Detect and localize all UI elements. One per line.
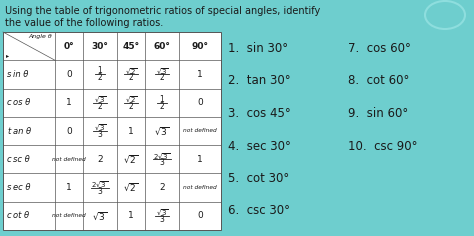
Text: $\sqrt{3}$: $\sqrt{3}$ [155, 207, 168, 217]
Text: 45°: 45° [122, 42, 139, 51]
Text: $\sqrt{2}$: $\sqrt{2}$ [125, 66, 137, 76]
Text: 1: 1 [128, 126, 134, 135]
Text: 2: 2 [98, 73, 102, 82]
Text: s: s [7, 70, 11, 79]
Text: Angle θ: Angle θ [28, 34, 52, 39]
Text: 3: 3 [160, 215, 164, 224]
Text: 2: 2 [160, 102, 164, 111]
Text: $\sqrt{3}$: $\sqrt{3}$ [92, 210, 108, 222]
Text: 0: 0 [66, 70, 72, 79]
Text: ▸: ▸ [6, 53, 9, 58]
Text: ot θ: ot θ [13, 211, 29, 220]
Text: t: t [7, 126, 10, 135]
Text: $\sqrt{3}$: $\sqrt{3}$ [155, 66, 168, 76]
Bar [3, 32, 221, 230]
Text: c: c [7, 211, 12, 220]
Text: $2\sqrt{3}$: $2\sqrt{3}$ [154, 151, 171, 161]
Text: 1: 1 [98, 66, 102, 76]
Text: 2: 2 [159, 183, 165, 192]
Text: 1: 1 [66, 98, 72, 107]
Text: s: s [7, 183, 11, 192]
Text: 6.  csc 30°: 6. csc 30° [228, 205, 290, 218]
Text: 90°: 90° [191, 42, 209, 51]
Text: 10.  csc 90°: 10. csc 90° [348, 139, 418, 152]
Text: $\sqrt{2}$: $\sqrt{2}$ [125, 94, 137, 104]
Text: 0°: 0° [64, 42, 74, 51]
Text: 3: 3 [98, 130, 102, 139]
Text: $\sqrt{3}$: $\sqrt{3}$ [94, 122, 106, 132]
Text: not defined: not defined [183, 128, 217, 134]
Text: 0: 0 [197, 98, 203, 107]
Text: ec θ: ec θ [13, 183, 30, 192]
Text: not defined: not defined [52, 157, 86, 162]
Text: 8.  cot 60°: 8. cot 60° [348, 75, 410, 88]
Text: 1.  sin 30°: 1. sin 30° [228, 42, 288, 55]
Text: $\sqrt{2}$: $\sqrt{2}$ [123, 153, 139, 165]
Text: the value of the following ratios.: the value of the following ratios. [5, 18, 163, 28]
Text: 0: 0 [197, 211, 203, 220]
Text: 3: 3 [160, 158, 164, 167]
Text: 3: 3 [98, 187, 102, 196]
Text: 0: 0 [66, 126, 72, 135]
Text: $\sqrt{3}$: $\sqrt{3}$ [154, 125, 170, 137]
Text: 1: 1 [128, 211, 134, 220]
Text: 1: 1 [160, 95, 164, 104]
Text: 2: 2 [128, 102, 133, 111]
Text: 2.  tan 30°: 2. tan 30° [228, 75, 291, 88]
Text: not defined: not defined [52, 213, 86, 218]
Text: 60°: 60° [154, 42, 171, 51]
Text: Using the table of trigonometric ratios of special angles, identify: Using the table of trigonometric ratios … [5, 6, 320, 16]
Text: 2: 2 [97, 155, 103, 164]
Text: sc θ: sc θ [13, 155, 30, 164]
Text: not defined: not defined [183, 185, 217, 190]
Text: 2: 2 [128, 73, 133, 82]
Text: 9.  sin 60°: 9. sin 60° [348, 107, 408, 120]
Text: c: c [7, 98, 12, 107]
Text: $\sqrt{3}$: $\sqrt{3}$ [94, 94, 106, 104]
Text: 4.  sec 30°: 4. sec 30° [228, 139, 291, 152]
Text: in θ: in θ [13, 70, 28, 79]
Text: 3.  cos 45°: 3. cos 45° [228, 107, 291, 120]
Text: 2: 2 [98, 102, 102, 111]
Text: c: c [7, 155, 12, 164]
Text: os θ: os θ [13, 98, 30, 107]
Text: $2\sqrt{3}$: $2\sqrt{3}$ [91, 179, 109, 189]
Text: 5.  cot 30°: 5. cot 30° [228, 172, 289, 185]
Text: 1: 1 [66, 183, 72, 192]
Text: 30°: 30° [91, 42, 109, 51]
Text: 1: 1 [197, 155, 203, 164]
Text: an θ: an θ [13, 126, 31, 135]
Text: 1: 1 [197, 70, 203, 79]
Text: 7.  cos 60°: 7. cos 60° [348, 42, 411, 55]
Text: $\sqrt{2}$: $\sqrt{2}$ [123, 182, 139, 194]
Text: 2: 2 [160, 73, 164, 82]
